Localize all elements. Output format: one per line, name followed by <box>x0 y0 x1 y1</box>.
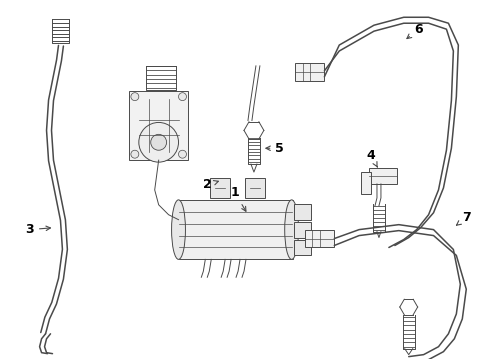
Text: 3: 3 <box>25 223 50 236</box>
Ellipse shape <box>285 200 298 260</box>
Circle shape <box>178 150 187 158</box>
Text: 7: 7 <box>457 211 471 225</box>
Bar <box>294 204 312 220</box>
Circle shape <box>176 223 181 228</box>
Bar <box>294 222 312 238</box>
Text: 6: 6 <box>407 23 423 39</box>
Circle shape <box>173 221 183 231</box>
Bar <box>361 172 371 194</box>
Bar <box>245 178 265 198</box>
Ellipse shape <box>172 200 185 260</box>
Bar <box>305 230 334 247</box>
Circle shape <box>139 122 178 162</box>
Circle shape <box>131 150 139 158</box>
Circle shape <box>131 93 139 100</box>
Text: 1: 1 <box>231 186 246 211</box>
Bar <box>210 178 230 198</box>
Text: 2: 2 <box>203 179 219 192</box>
Bar <box>294 63 324 81</box>
Text: 4: 4 <box>367 149 377 167</box>
Bar <box>294 239 312 255</box>
Circle shape <box>151 134 167 150</box>
Bar <box>178 200 293 260</box>
Bar <box>129 91 189 160</box>
Bar <box>369 168 397 184</box>
Circle shape <box>178 93 187 100</box>
Text: 5: 5 <box>266 142 284 155</box>
